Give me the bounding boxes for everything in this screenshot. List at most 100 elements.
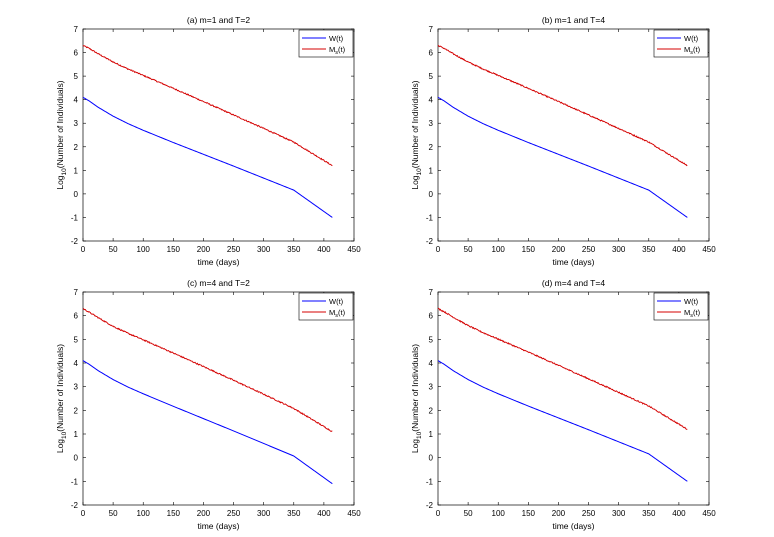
x-axis-label: time (days) — [197, 257, 239, 267]
legend-entry-w: W(t) — [329, 34, 344, 43]
x-tick-label: 200 — [552, 245, 566, 254]
y-tick-label: 0 — [429, 454, 434, 463]
x-tick-label: 300 — [612, 245, 626, 254]
x-tick-label: 100 — [492, 509, 506, 518]
x-tick-label: 350 — [642, 509, 656, 518]
y-tick-label: 5 — [74, 72, 79, 81]
x-axis-label: time (days) — [552, 257, 594, 267]
y-tick-label: 3 — [429, 383, 434, 392]
legend-entry-w: W(t) — [684, 34, 699, 43]
x-tick-label: 400 — [672, 245, 686, 254]
y-tick-label: -1 — [71, 477, 79, 486]
y-tick-label: 3 — [74, 383, 79, 392]
x-tick-label: 100 — [137, 509, 151, 518]
x-tick-label: 150 — [522, 245, 536, 254]
legend-entry-ms: Ms(t) — [684, 308, 701, 319]
y-tick-label: 7 — [74, 288, 79, 297]
x-tick-label: 0 — [436, 509, 441, 518]
chart-title: (d) m=4 and T=4 — [542, 278, 605, 288]
y-axis-label: Log10(Number of Individuals) — [55, 344, 68, 453]
series-line-ms — [82, 44, 333, 167]
y-axis-label: Log10(Number of Individuals) — [55, 80, 68, 189]
x-tick-label: 450 — [347, 509, 361, 518]
x-tick-label: 0 — [436, 245, 441, 254]
x-tick-label: 100 — [492, 245, 506, 254]
x-tick-label: 50 — [464, 509, 473, 518]
x-tick-label: 50 — [464, 245, 473, 254]
y-tick-label: 3 — [429, 119, 434, 128]
y-tick-label: -1 — [426, 213, 434, 222]
y-tick-label: 4 — [429, 96, 434, 105]
legend-box — [298, 292, 354, 321]
legend-box — [653, 292, 709, 321]
legend-entry-ms: Ms(t) — [329, 308, 346, 319]
y-tick-label: 0 — [74, 190, 79, 199]
legend: W(t) Ms(t) — [653, 292, 709, 321]
x-tick-label: 400 — [317, 509, 331, 518]
x-tick-label: 300 — [257, 245, 271, 254]
x-tick-label: 100 — [137, 245, 151, 254]
legend: W(t) Ms(t) — [298, 29, 354, 58]
legend-entry-ms: Ms(t) — [684, 45, 701, 56]
series-line-ms — [82, 308, 333, 433]
y-tick-label: 5 — [74, 335, 79, 344]
x-tick-label: 250 — [582, 245, 596, 254]
y-tick-label: 2 — [429, 406, 434, 415]
legend-entry-w: W(t) — [684, 297, 699, 306]
legend-box — [653, 29, 709, 58]
y-tick-label: -2 — [426, 501, 434, 510]
x-tick-label: 300 — [257, 509, 271, 518]
x-tick-label: 50 — [109, 509, 118, 518]
y-tick-label: -1 — [426, 477, 434, 486]
x-tick-label: 0 — [81, 245, 86, 254]
legend: W(t) Ms(t) — [653, 29, 709, 58]
x-tick-label: 50 — [109, 245, 118, 254]
plot-frame — [82, 291, 355, 506]
y-tick-label: 5 — [429, 72, 434, 81]
x-tick-label: 450 — [702, 245, 716, 254]
chart-title: (a) m=1 and T=2 — [187, 15, 250, 25]
y-tick-label: 1 — [429, 166, 434, 175]
x-tick-label: 0 — [81, 509, 86, 518]
y-tick-label: 6 — [74, 49, 79, 58]
y-tick-label: 4 — [74, 96, 79, 105]
y-tick-label: -2 — [71, 501, 79, 510]
subplot-d: (d) m=4 and T=40 50 100 150 200 250 300 350 400 4… — [410, 278, 716, 531]
y-tick-label: 7 — [429, 288, 434, 297]
plot-frame — [437, 291, 710, 506]
series-line-w — [437, 360, 688, 482]
y-tick-label: 1 — [429, 430, 434, 439]
y-tick-label: 5 — [429, 335, 434, 344]
x-tick-label: 250 — [227, 245, 241, 254]
y-tick-label: 1 — [74, 166, 79, 175]
x-tick-label: 200 — [197, 509, 211, 518]
legend: W(t) Ms(t) — [298, 292, 354, 321]
y-tick-label: -1 — [71, 213, 79, 222]
subplot-b: (b) m=1 and T=40 50 100 150 200 250 300 350 400 4… — [410, 15, 716, 267]
x-tick-label: 400 — [672, 509, 686, 518]
legend-entry-w: W(t) — [329, 297, 344, 306]
series-line-w — [437, 96, 688, 218]
series-line-ms — [437, 44, 688, 167]
x-axis-label: time (days) — [197, 521, 239, 531]
x-tick-label: 350 — [287, 245, 301, 254]
x-tick-label: 350 — [287, 509, 301, 518]
y-tick-label: 2 — [429, 143, 434, 152]
y-tick-label: 4 — [74, 359, 79, 368]
y-axis-label: Log10(Number of Individuals) — [410, 344, 423, 453]
y-tick-label: 2 — [74, 143, 79, 152]
chart-title: (c) m=4 and T=2 — [187, 278, 250, 288]
x-tick-label: 450 — [347, 245, 361, 254]
y-tick-label: 2 — [74, 406, 79, 415]
y-tick-label: 7 — [74, 25, 79, 34]
x-tick-label: 450 — [702, 509, 716, 518]
y-tick-label: 0 — [429, 190, 434, 199]
chart-title: (b) m=1 and T=4 — [542, 15, 605, 25]
x-tick-label: 150 — [167, 245, 181, 254]
subplot-c: (c) m=4 and T=20 50 100 150 200 250 300 350 400 4… — [55, 278, 361, 531]
y-tick-label: -2 — [426, 237, 434, 246]
y-tick-label: 7 — [429, 25, 434, 34]
x-tick-label: 150 — [522, 509, 536, 518]
y-tick-label: 6 — [429, 312, 434, 321]
